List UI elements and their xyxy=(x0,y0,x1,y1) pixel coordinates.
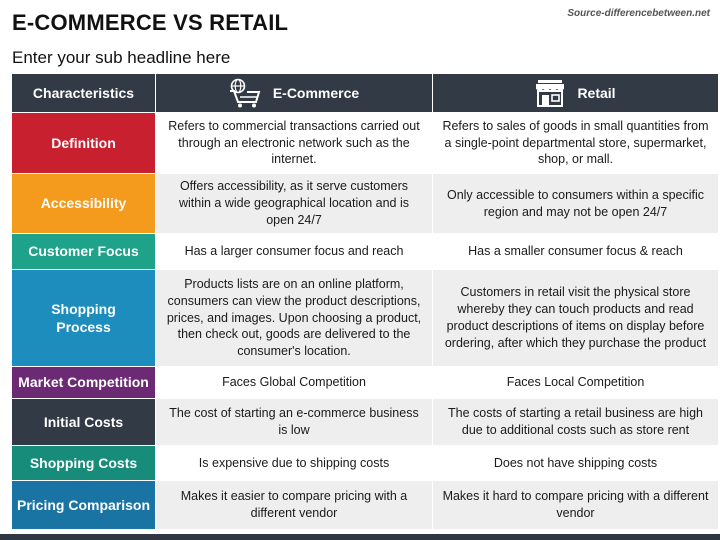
row-label: Definition xyxy=(12,113,155,173)
ecommerce-cell: Offers accessibility, as it serve custom… xyxy=(156,174,432,233)
retail-cell: The costs of starting a retail business … xyxy=(433,399,718,445)
ecommerce-cell: The cost of starting an e-commerce busin… xyxy=(156,399,432,445)
row-label: Pricing Comparison xyxy=(12,481,155,529)
retail-cell: Makes it hard to compare pricing with a … xyxy=(433,481,718,529)
retail-cell: Refers to sales of goods in small quanti… xyxy=(433,113,718,173)
table-row-definition: Definition Refers to commercial transact… xyxy=(12,113,718,173)
table-row-accessibility: Accessibility Offers accessibility, as i… xyxy=(12,174,718,233)
source-credit: Source-differencebetween.net xyxy=(567,8,710,19)
ecommerce-cell: Refers to commercial transactions carrie… xyxy=(156,113,432,173)
shopping-cart-globe-icon xyxy=(229,78,261,108)
header-retail: Retail xyxy=(433,74,718,112)
table-row-market-competition: Market Competition Faces Global Competit… xyxy=(12,367,718,398)
ecommerce-cell: Makes it easier to compare pricing with … xyxy=(156,481,432,529)
table-row-initial-costs: Initial Costs The cost of starting an e-… xyxy=(12,399,718,445)
row-label: Shopping Costs xyxy=(12,446,155,480)
storefront-icon xyxy=(536,80,565,107)
table-row-shopping-process: Shopping Process Products lists are on a… xyxy=(12,270,718,366)
page-title: E-COMMERCE VS RETAIL xyxy=(12,10,289,35)
header-characteristics: Characteristics xyxy=(12,74,155,112)
ecommerce-cell: Has a larger consumer focus and reach xyxy=(156,234,432,269)
retail-cell: Customers in retail visit the physical s… xyxy=(433,270,718,366)
row-label: Market Competition xyxy=(12,367,155,398)
row-label: Accessibility xyxy=(12,174,155,233)
row-label: Initial Costs xyxy=(12,399,155,445)
ecommerce-cell: Faces Global Competition xyxy=(156,367,432,398)
ecommerce-cell: Products lists are on an online platform… xyxy=(156,270,432,366)
header-ecommerce: E-Commerce xyxy=(156,74,432,112)
row-label: Customer Focus xyxy=(12,234,155,269)
header-characteristics-label: Characteristics xyxy=(32,85,135,101)
sub-headline: Enter your sub headline here xyxy=(12,48,231,67)
retail-cell: Does not have shipping costs xyxy=(433,446,718,480)
row-label: Shopping Process xyxy=(12,270,155,366)
comparison-table: Characteristics E-Commerce Retail Defini… xyxy=(12,74,718,531)
footer-bar xyxy=(0,534,720,540)
table-row-shopping-costs: Shopping Costs Is expensive due to shipp… xyxy=(12,446,718,480)
table-row-customer-focus: Customer Focus Has a larger consumer foc… xyxy=(12,234,718,269)
retail-cell: Only accessible to consumers within a sp… xyxy=(433,174,718,233)
header-retail-label: Retail xyxy=(577,85,616,101)
retail-cell: Faces Local Competition xyxy=(433,367,718,398)
table-row-pricing-comparison: Pricing Comparison Makes it easier to co… xyxy=(12,481,718,529)
retail-cell: Has a smaller consumer focus & reach xyxy=(433,234,718,269)
ecommerce-cell: Is expensive due to shipping costs xyxy=(156,446,432,480)
header-ecommerce-label: E-Commerce xyxy=(272,85,360,101)
